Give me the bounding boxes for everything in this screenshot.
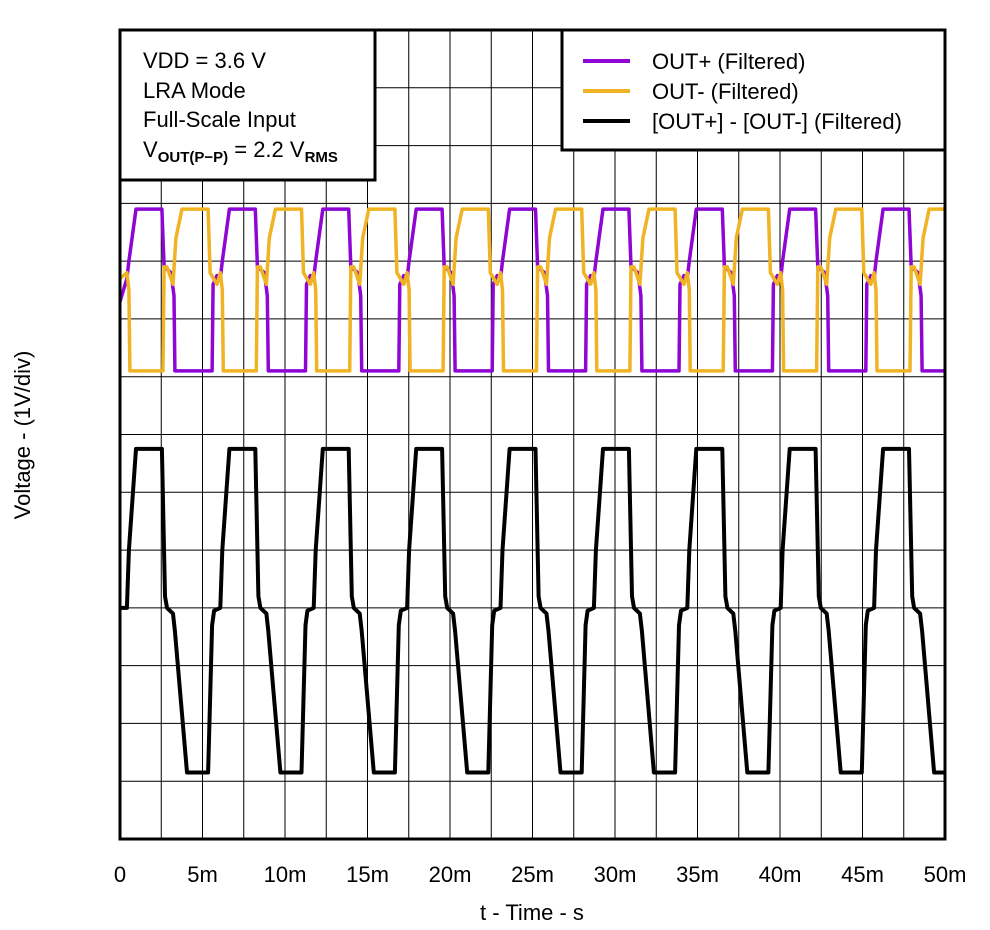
x-tick-label: 0: [114, 862, 126, 887]
vout-subscript: OUT(P−P): [158, 149, 228, 166]
x-tick-label: 10m: [264, 862, 307, 887]
vout-unit-subscript: RMS: [305, 149, 338, 166]
legend-label-out-minus: OUT- (Filtered): [652, 79, 799, 104]
x-tick-label: 20m: [429, 862, 472, 887]
series-line-out-minus: [118, 207, 945, 373]
legend-label-out-plus: OUT+ (Filtered): [652, 49, 805, 74]
x-tick-label: 40m: [759, 862, 802, 887]
x-tick-label: 25m: [511, 862, 554, 887]
x-tick-label: 5m: [187, 862, 218, 887]
annotation-vdd: VDD = 3.6 V: [143, 48, 266, 73]
annotation-box: VDD = 3.6 V LRA Mode Full-Scale Input VO…: [118, 28, 377, 182]
y-axis-label: Voltage - (1V/div): [10, 351, 35, 520]
annotation-mode: LRA Mode: [143, 78, 246, 103]
series-line-differential: [120, 446, 945, 775]
x-tick-label: 30m: [594, 862, 637, 887]
vout-value: = 2.2 V: [228, 137, 305, 162]
legend-label-differential: [OUT+] - [OUT-] (Filtered): [652, 109, 902, 134]
x-tick-label: 45m: [841, 862, 884, 887]
annotation-vout: VOUT(P−P) = 2.2 VRMS: [143, 137, 338, 166]
annotation-input: Full-Scale Input: [143, 107, 296, 132]
x-tick-labels: 0 5m 10m 15m 20m 25m 30m 35m 40m 45m 50m: [114, 862, 967, 887]
x-tick-label: 15m: [346, 862, 389, 887]
legend: OUT+ (Filtered) OUT- (Filtered) [OUT+] -…: [560, 28, 947, 152]
traces: [118, 207, 945, 775]
x-tick-label: 35m: [676, 862, 719, 887]
vout-v: V: [143, 137, 158, 162]
plot-frame: [118, 28, 947, 841]
x-axis-label: t - Time - s: [480, 900, 584, 925]
x-tick-label: 50m: [924, 862, 967, 887]
